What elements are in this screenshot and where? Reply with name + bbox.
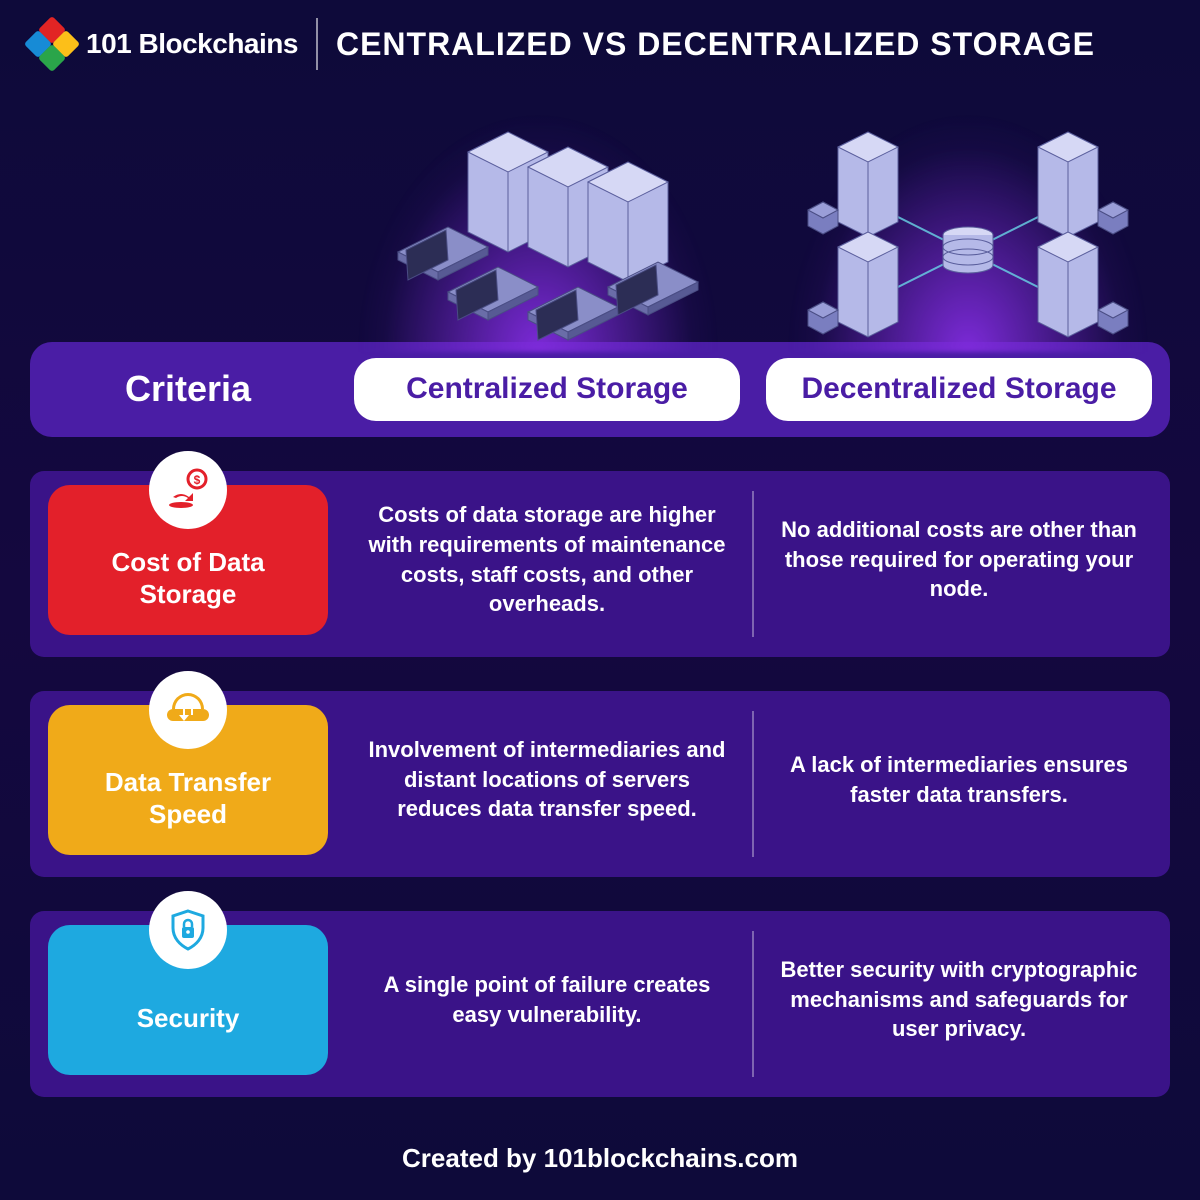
cell-cost-centralized: Costs of data storage are higher with re… (354, 500, 740, 619)
centralized-illustration-icon (336, 112, 740, 342)
criteria-label-cost: Cost of Data Storage (64, 547, 312, 609)
svg-text:$: $ (194, 473, 201, 487)
illustration-row (0, 82, 1200, 342)
cost-icon: $ (149, 451, 227, 529)
centralized-header-pill: Centralized Storage (354, 358, 740, 421)
brand-name: 101 Blockchains (86, 28, 298, 60)
cell-cost-decentralized: No additional costs are other than those… (766, 515, 1152, 604)
table-row: Data Transfer Speed Involvement of inter… (30, 691, 1170, 877)
header-divider (316, 18, 318, 70)
decentralized-header-pill: Decentralized Storage (766, 358, 1152, 421)
comparison-table: Criteria Centralized Storage Decentraliz… (0, 342, 1200, 1121)
criteria-label-speed: Data Transfer Speed (64, 767, 312, 829)
criteria-label-security: Security (137, 1003, 240, 1034)
speed-icon (149, 671, 227, 749)
table-row: $ Cost of Data Storage Costs of data sto… (30, 471, 1170, 657)
criteria-card-cost: $ Cost of Data Storage (48, 485, 328, 635)
cell-security-decentralized: Better security with cryptographic mecha… (766, 955, 1152, 1044)
cell-speed-centralized: Involvement of intermediaries and distan… (354, 735, 740, 824)
table-row: Security A single point of failure creat… (30, 911, 1170, 1097)
table-header-row: Criteria Centralized Storage Decentraliz… (30, 342, 1170, 437)
security-icon (149, 891, 227, 969)
illustration-centralized (336, 82, 740, 342)
header: 101 Blockchains CENTRALIZED VS DECENTRAL… (0, 0, 1200, 82)
infographic-page: 101 Blockchains CENTRALIZED VS DECENTRAL… (0, 0, 1200, 1200)
cell-speed-decentralized: A lack of intermediaries ensures faster … (766, 750, 1152, 809)
footer-credit: Created by 101blockchains.com (0, 1121, 1200, 1200)
criteria-card-speed: Data Transfer Speed (48, 705, 328, 855)
cell-security-centralized: A single point of failure creates easy v… (354, 970, 740, 1029)
logo-cubes-icon (28, 20, 76, 68)
brand-logo: 101 Blockchains (28, 20, 298, 68)
illustration-decentralized (766, 82, 1170, 342)
criteria-card-security: Security (48, 925, 328, 1075)
decentralized-illustration-icon (766, 112, 1170, 342)
page-title: CENTRALIZED VS DECENTRALIZED STORAGE (336, 26, 1095, 63)
criteria-header: Criteria (48, 368, 328, 410)
